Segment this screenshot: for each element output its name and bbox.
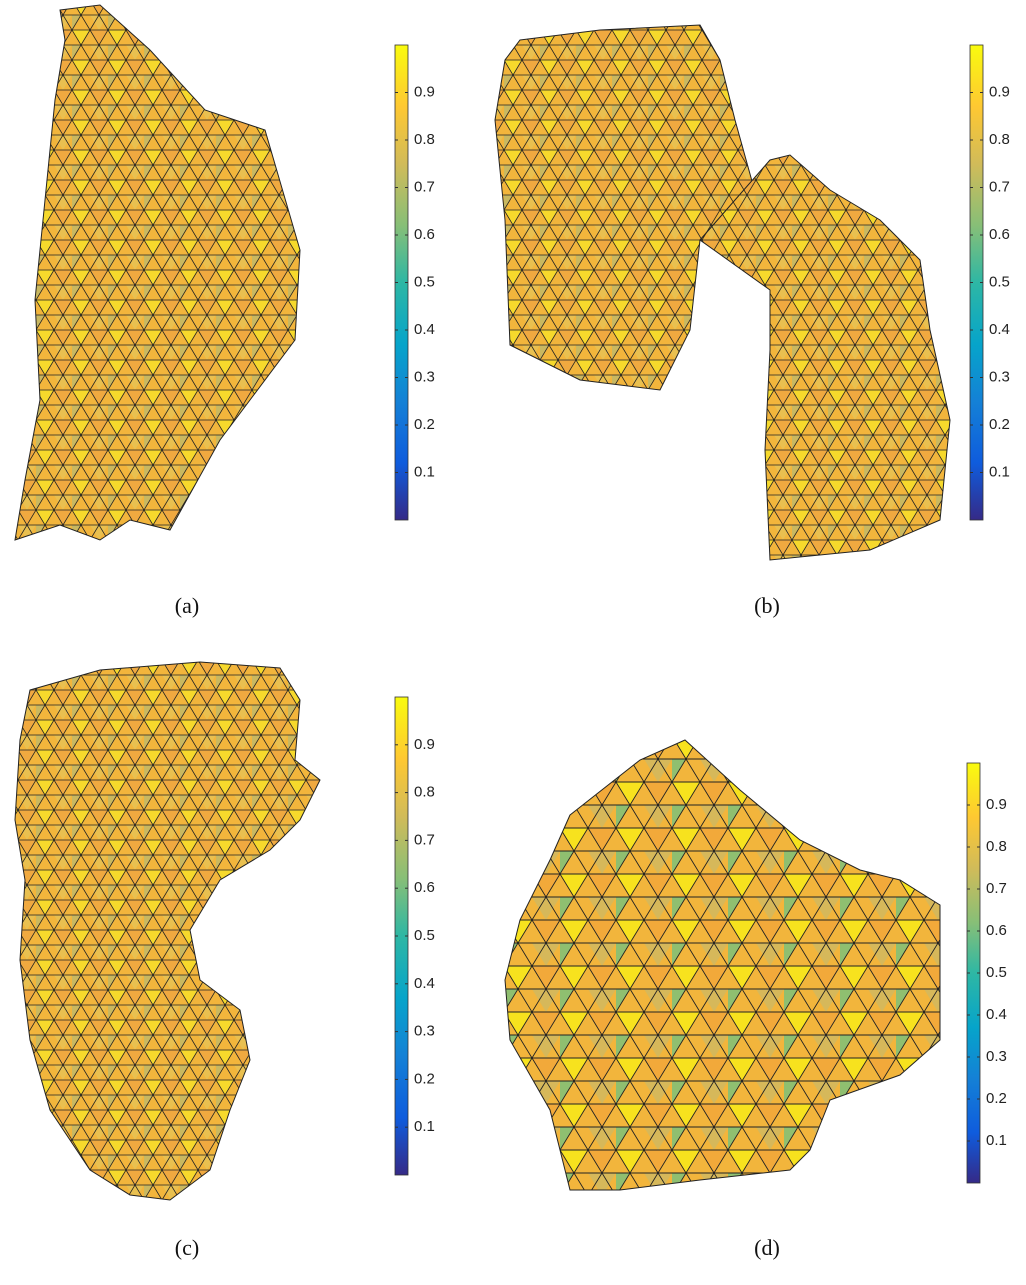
colorbar-tick-label: 0.9 — [989, 83, 1010, 100]
colorbar-tick-label: 0.3 — [986, 1048, 1007, 1065]
mesh-d — [504, 739, 941, 1191]
mesh-a — [14, 4, 301, 541]
colorbar-tick-label: 0.8 — [986, 838, 1007, 855]
colorbar-tick-label: 0.7 — [986, 880, 1007, 897]
colorbar-tick-label: 0.6 — [986, 922, 1007, 939]
colorbar-tick-label: 0.5 — [414, 927, 435, 944]
colorbar-tick-label: 0.1 — [986, 1132, 1007, 1149]
mesh-b — [494, 24, 951, 561]
colorbar-tick-label: 0.4 — [414, 975, 435, 992]
colorbar-tick-label: 0.1 — [989, 463, 1010, 480]
colorbar-tick-label: 0.3 — [989, 368, 1010, 385]
colorbar-tick-label: 0.8 — [414, 131, 435, 148]
caption: (a) — [175, 593, 199, 618]
colorbar-tick-label: 0.5 — [414, 273, 435, 290]
colorbar-tick-label: 0.4 — [986, 1006, 1007, 1023]
colorbar-tick-label: 0.8 — [414, 784, 435, 801]
caption: (b) — [754, 593, 780, 618]
colorbar-tick-label: 0.7 — [989, 178, 1010, 195]
colorbar-tick-label: 0.9 — [986, 796, 1007, 813]
colorbar-tick-label: 0.9 — [414, 736, 435, 753]
colorbar-tick-label: 0.8 — [989, 131, 1010, 148]
colorbar-tick-label: 0.2 — [989, 416, 1010, 433]
colorbar-tick-label: 0.1 — [414, 1118, 435, 1135]
colorbar-tick-label: 0.2 — [414, 1070, 435, 1087]
colorbar-tick-label: 0.3 — [414, 368, 435, 385]
colorbar-tick-label: 0.9 — [414, 83, 435, 100]
caption: (c) — [175, 1235, 199, 1260]
colorbar-tick-label: 0.4 — [414, 321, 435, 338]
colorbar-tick-label: 0.2 — [986, 1090, 1007, 1107]
colorbar-tick-label: 0.6 — [414, 226, 435, 243]
colorbar-tick-label: 0.5 — [986, 964, 1007, 981]
colorbar-tick-label: 0.6 — [414, 879, 435, 896]
colorbar-tick-label: 0.4 — [989, 321, 1010, 338]
colorbar-tick-label: 0.7 — [414, 178, 435, 195]
colorbar-tick-label: 0.7 — [414, 831, 435, 848]
colorbar-tick-label: 0.1 — [414, 463, 435, 480]
colorbar-tick-label: 0.6 — [989, 226, 1010, 243]
caption: (d) — [754, 1235, 780, 1260]
colorbar-tick-label: 0.3 — [414, 1023, 435, 1040]
colorbar-tick-label: 0.2 — [414, 416, 435, 433]
colorbar-tick-label: 0.5 — [989, 273, 1010, 290]
mesh-c — [14, 661, 321, 1201]
